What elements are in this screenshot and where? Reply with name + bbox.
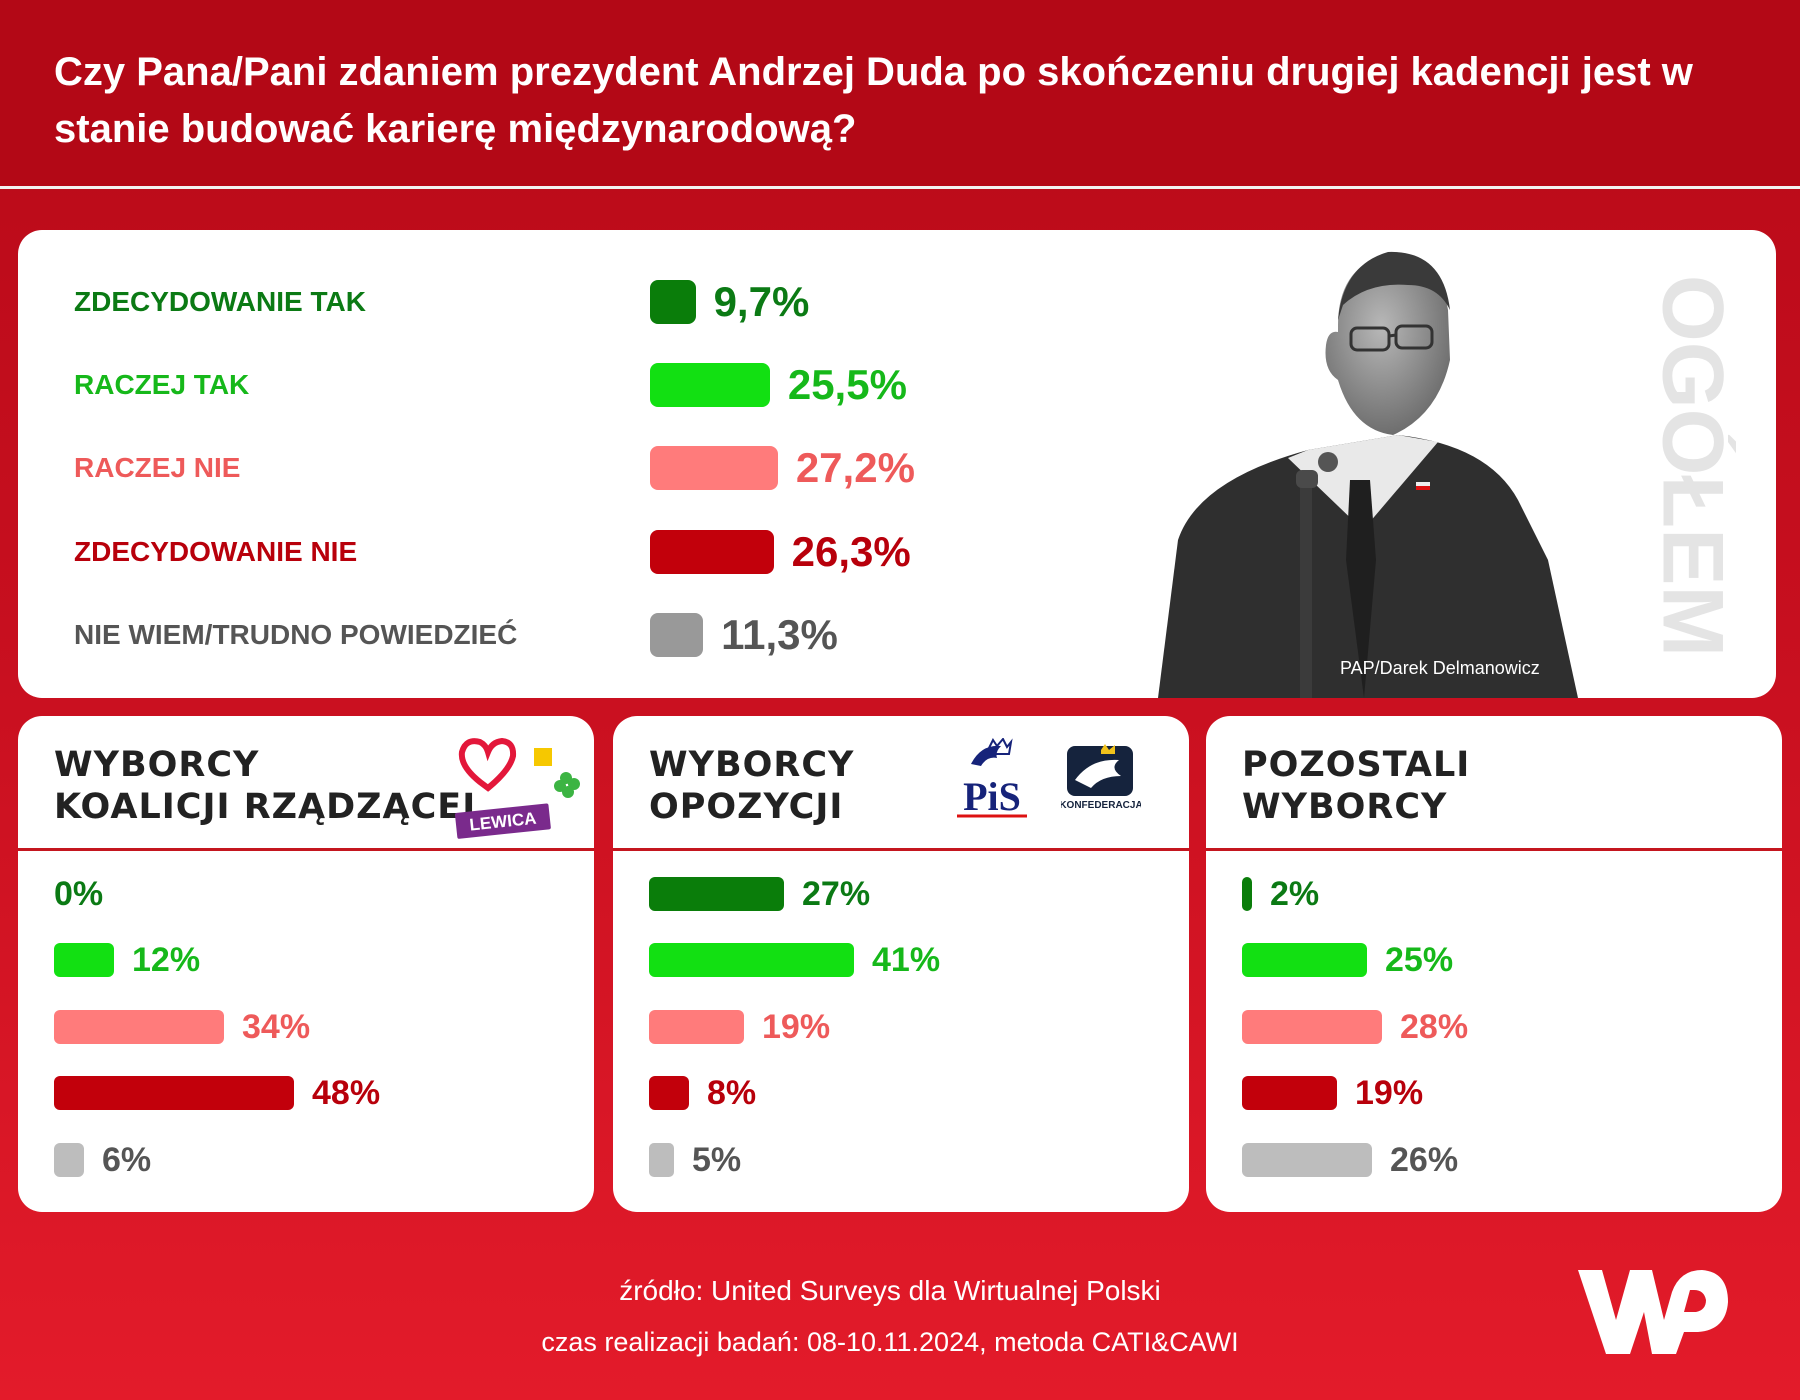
other-title-line1: POZOSTALI [1242,745,1471,785]
coalition-voters-card: WYBORCY KOALICJI RZĄDZĄCEJ LEWICA 0% 12% 3… [18,716,594,1212]
value-label-zdecydowanie-tak: 0% [54,875,104,913]
pis-logo: PiS [957,738,1027,819]
value-label-zdecydowanie-nie: 26,3% [791,528,911,575]
bar-raczej-nie [649,1010,744,1044]
bar-nie-wiem [54,1143,84,1177]
konfederacja-logo: KONFEDERACJA [1061,744,1141,811]
category-label-nie-wiem: NIE WIEM/TRUDNO POWIEDZIEĆ [74,619,518,650]
photo-credit: PAP/Darek Delmanowicz [1340,658,1540,678]
category-label-zdecydowanie-tak: ZDECYDOWANIE TAK [74,286,366,317]
bar-raczej-nie [54,1010,224,1044]
bar-raczej-nie [1242,1010,1382,1044]
opposition-card-divider [613,848,1189,851]
bar-raczej-nie [650,446,778,490]
bar-raczej-tak [650,363,770,407]
bar-raczej-tak [649,943,854,977]
other-title-line2: WYBORCY [1242,787,1448,827]
value-label-zdecydowanie-tak: 2% [1270,875,1320,913]
opposition-title-line2: OPOZYCJI [649,787,844,827]
value-label-zdecydowanie-tak: 27% [802,875,871,913]
value-label-nie-wiem: 5% [692,1141,742,1179]
value-label-raczej-tak: 25% [1385,941,1454,979]
coalition-card-divider [18,848,594,851]
bar-raczej-tak [1242,943,1367,977]
bar-zdecydowanie-tak [1242,877,1252,911]
section-label-text: OGÓŁEM [1644,275,1736,657]
president-photo [1158,251,1578,698]
other-card-title: POZOSTALI WYBORCY [1242,744,1470,828]
section-label-ogolem: OGÓŁEM [1644,275,1736,657]
coalition-title-line2: KOALICJI RZĄDZĄCEJ [54,787,477,827]
bar-zdecydowanie-nie [54,1076,294,1110]
opposition-card-title: WYBORCY OPOZYCJI [649,744,854,828]
category-label-raczej-nie: RACZEJ NIE [74,452,241,483]
bar-zdecydowanie-nie [649,1076,689,1110]
coalition-party-logos: LEWICA [454,737,580,839]
ko-heart-icon [458,737,517,792]
konfederacja-logo-text: KONFEDERACJA [1061,800,1141,811]
value-label-raczej-nie: 34% [242,1008,311,1046]
value-label-raczej-nie: 19% [762,1008,831,1046]
overall-results-card: ZDECYDOWANIE TAK 9,7% RACZEJ TAK 25,5% RACZE… [18,230,1776,698]
other-voters-card: POZOSTALI WYBORCY 2% 25% 28% 19% 26% [1206,716,1782,1212]
page-title: Czy Pana/Pani zdaniem prezydent Andrzej … [54,50,1693,151]
bar-nie-wiem [650,613,704,657]
value-label-raczej-tak: 12% [132,941,201,979]
header-band: Czy Pana/Pani zdaniem prezydent Andrzej … [0,0,1800,186]
bar-raczej-tak [54,943,114,977]
header-divider [0,186,1800,189]
value-label-nie-wiem: 26% [1390,1141,1459,1179]
value-label-nie-wiem: 6% [102,1141,152,1179]
value-label-nie-wiem: 11,3% [721,611,838,658]
value-label-raczej-nie: 28% [1400,1008,1469,1046]
bar-nie-wiem [649,1143,674,1177]
category-label-zdecydowanie-nie: ZDECYDOWANIE NIE [74,536,358,567]
opposition-voters-card: WYBORCY OPOZYCJI PiS KONFEDERACJA 27% 41%… [613,716,1189,1212]
bar-nie-wiem [1242,1143,1372,1177]
coalition-card-title: WYBORCY KOALICJI RZĄDZĄCEJ [54,744,476,828]
method-note: czas realizacji badań: 08-10.11.2024, me… [541,1327,1239,1357]
other-card-divider [1206,848,1782,851]
bar-zdecydowanie-nie [1242,1076,1337,1110]
value-label-raczej-nie: 27,2% [795,444,915,491]
value-label-raczej-tak: 25,5% [787,361,907,408]
value-label-zdecydowanie-tak: 9,7% [713,278,810,325]
bar-zdecydowanie-tak [649,877,784,911]
coalition-title-line1: WYBORCY [54,745,260,785]
bar-zdecydowanie-nie [650,530,774,574]
value-label-zdecydowanie-nie: 19% [1355,1074,1424,1112]
opposition-title-line1: WYBORCY [649,745,855,785]
value-label-raczej-tak: 41% [872,941,941,979]
wp-logo: WP [1578,1270,1728,1354]
value-label-zdecydowanie-nie: 8% [707,1074,757,1112]
pis-eagle-icon [971,745,1001,766]
bar-zdecydowanie-tak [650,280,696,324]
wp-logo-mark [1578,1270,1728,1354]
category-label-raczej-tak: RACZEJ TAK [74,369,250,400]
source-note: źródło: United Surveys dla Wirtualnej Po… [619,1275,1161,1306]
konfederacja-eagle-icon [1075,759,1121,788]
trzecia-droga-icon [534,748,552,766]
pis-logo-text: PiS [963,774,1021,819]
value-label-zdecydowanie-nie: 48% [312,1074,381,1112]
